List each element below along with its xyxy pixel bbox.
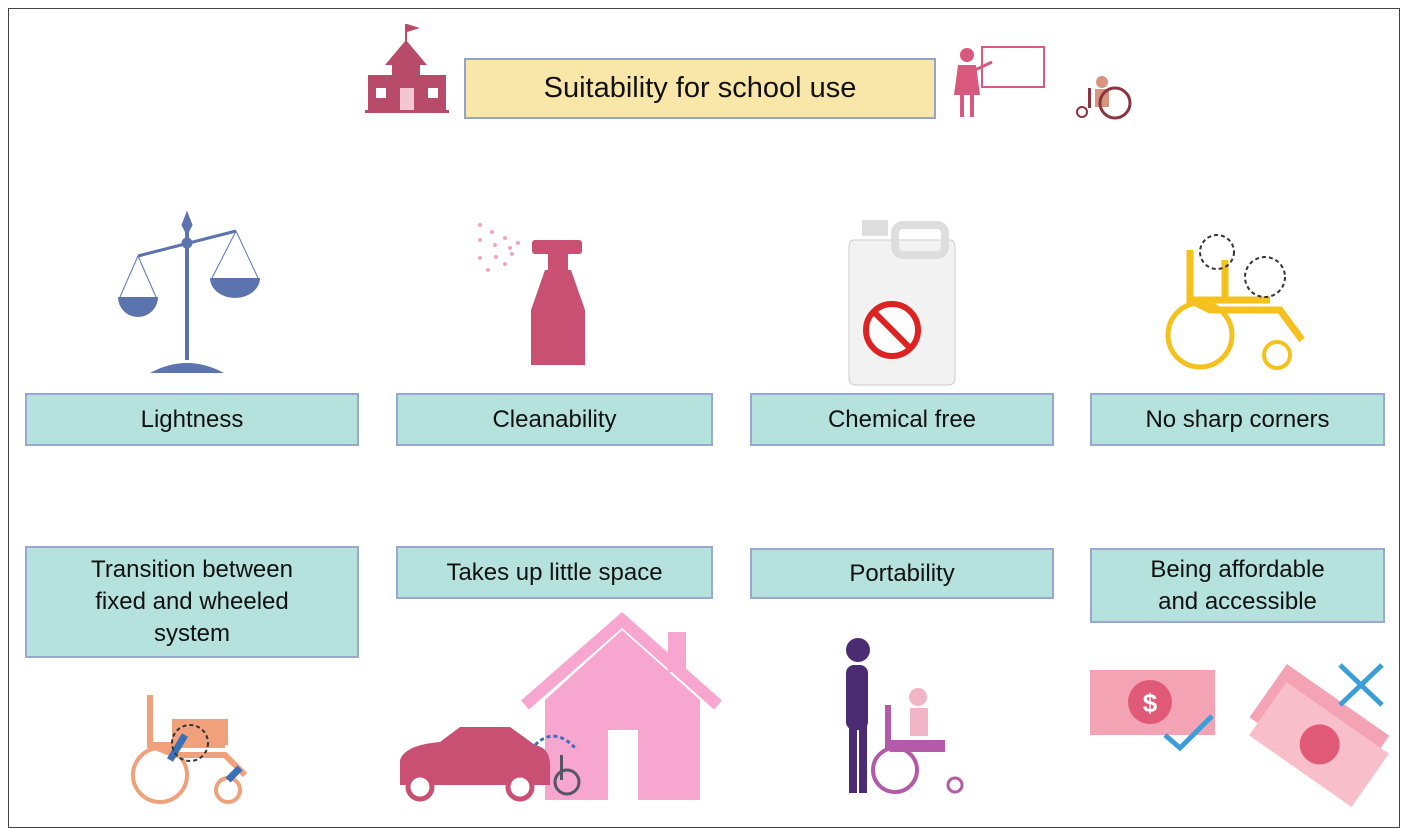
label-box: Chemical free (750, 393, 1054, 446)
label-box: Takes up little space (396, 546, 713, 599)
wheelchair-orange-icon (131, 695, 248, 804)
label-box: Cleanability (396, 393, 713, 446)
label-box: No sharp corners (1090, 393, 1385, 446)
money-icon: $ (1090, 663, 1390, 808)
spray-icon (478, 223, 585, 365)
house-car-icon (400, 612, 722, 802)
label-box: Being affordable and accessible (1090, 548, 1385, 623)
scale-icon (118, 210, 260, 373)
wheelchair-icon (1165, 234, 1305, 370)
wheelchair-user-icon (1076, 76, 1132, 120)
label-box: Lightness (25, 393, 359, 446)
portability-icon (846, 638, 964, 794)
label-box: Portability (750, 548, 1054, 599)
jug-icon (848, 220, 956, 386)
svg-text:$: $ (1143, 688, 1158, 718)
teacher-icon (954, 46, 1045, 117)
label-box: Transition between fixed and wheeled sys… (25, 546, 359, 658)
school-icon (365, 24, 449, 113)
title-box: Suitability for school use (464, 58, 936, 119)
